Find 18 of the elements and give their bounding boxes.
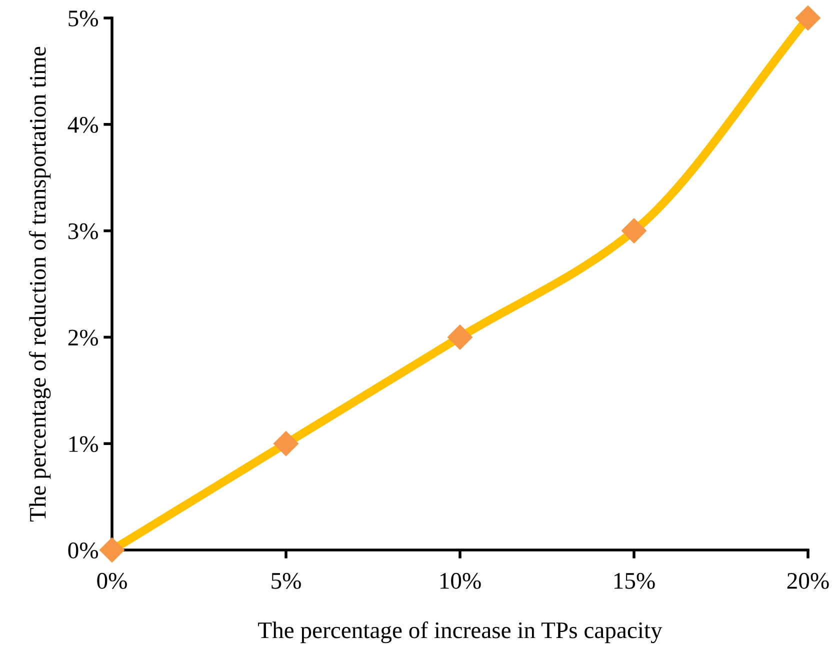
point bbox=[796, 6, 820, 30]
y-tick-label: 5% bbox=[68, 10, 98, 26]
y-tick-label: 2% bbox=[68, 330, 98, 346]
y-axis-title: The percentage of reduction of transportation time bbox=[28, 46, 51, 522]
x-axis-title: The percentage of increase in TPs capacity bbox=[258, 621, 662, 644]
point bbox=[100, 538, 124, 562]
x-tick-label: 15% bbox=[614, 572, 655, 589]
x-tick-label: 10% bbox=[440, 572, 481, 589]
x-tick-label: 20% bbox=[787, 572, 829, 589]
x-tick-label: 0% bbox=[97, 572, 127, 589]
y-tick-label: 0% bbox=[68, 542, 98, 558]
y-tick-label: 4% bbox=[68, 116, 98, 133]
point bbox=[448, 324, 472, 350]
point bbox=[622, 218, 646, 244]
y-tick-label: 1% bbox=[69, 436, 98, 452]
y-tick-label: 3% bbox=[68, 223, 98, 240]
point bbox=[274, 431, 298, 456]
x-tick-label: 5% bbox=[272, 572, 301, 589]
